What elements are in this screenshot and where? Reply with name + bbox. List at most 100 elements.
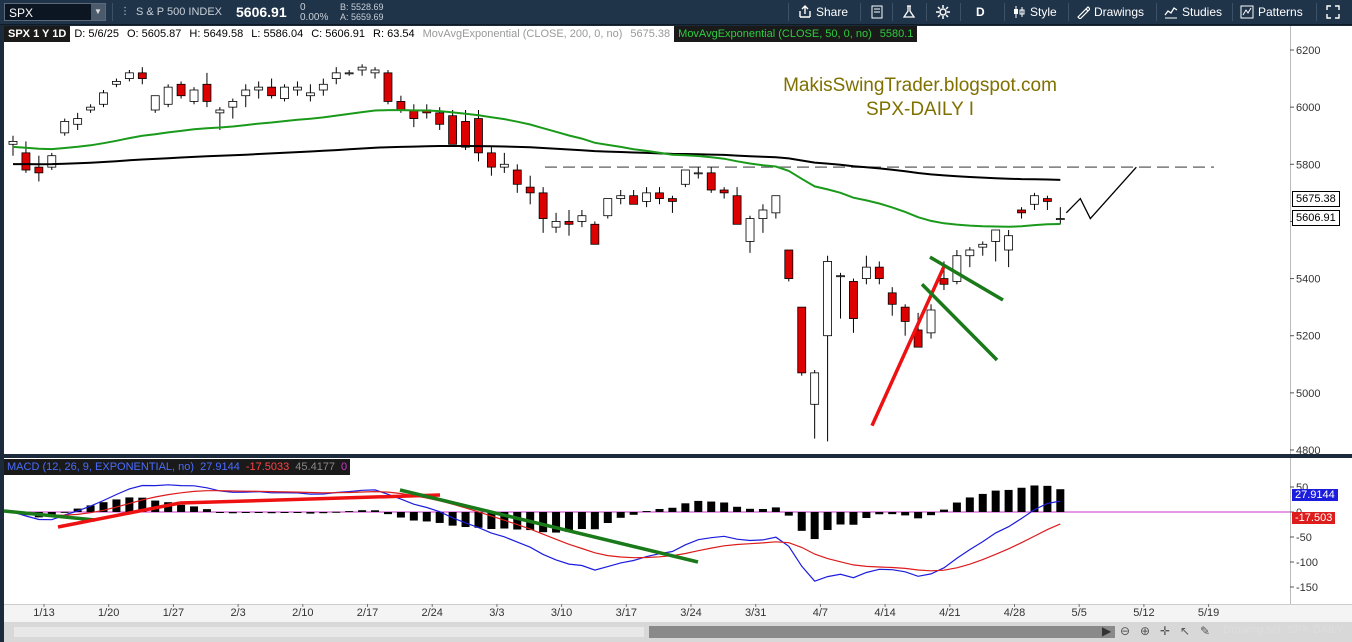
macd-histogram-bar (293, 512, 302, 513)
symbol-input[interactable]: SPX ▼ (4, 3, 106, 21)
time-axis-label: 4/28 (1004, 607, 1025, 619)
candle-body (810, 372, 820, 405)
price-axis[interactable] (1290, 26, 1352, 454)
drawings-button[interactable]: Drawings (1076, 3, 1144, 21)
ma50-label[interactable]: MovAvgExponential (CLOSE, 50, 0, no) (674, 26, 876, 42)
crosshair-icon[interactable]: ✛ (1160, 624, 1171, 638)
ma200-label[interactable]: MovAvgExponential (CLOSE, 200, 0, no) (418, 26, 627, 42)
symbol-dropdown-icon[interactable]: ▼ (91, 4, 105, 20)
menu-dots-icon[interactable]: ⋮ (120, 6, 130, 17)
zoom-in-icon[interactable]: ⊕ (1140, 624, 1151, 638)
price-axis-tick-label: 5200 (1296, 331, 1320, 343)
macd-axis[interactable] (1290, 458, 1352, 604)
share-button[interactable]: Share (798, 3, 848, 21)
time-axis-label: 4/7 (813, 607, 828, 619)
macd-histogram-bar (371, 510, 380, 512)
scroll-right-icon[interactable]: ▶ (1102, 624, 1112, 638)
time-axis[interactable] (4, 604, 1352, 622)
candle-body (396, 101, 406, 111)
candle-body (86, 106, 95, 111)
separator (1316, 3, 1317, 21)
candle-body (474, 118, 483, 154)
macd-histogram-bar (758, 509, 767, 512)
drawings-label: Drawings (1094, 5, 1145, 19)
expand-button[interactable] (1326, 3, 1340, 21)
studies-icon (1164, 7, 1178, 19)
scroll-thumb[interactable] (649, 626, 1115, 638)
candle-body (655, 192, 664, 199)
price-axis-tick-label: 5400 (1296, 274, 1320, 286)
patterns-button[interactable]: Patterns (1240, 3, 1303, 21)
candle-body (448, 115, 458, 145)
timeframe-label: D (976, 5, 985, 19)
macd-histogram-bar (435, 512, 444, 523)
macd-axis-tick-label: -100 (1296, 557, 1318, 569)
macd-value-tag: 27.9144 (1292, 489, 1338, 501)
candle-body (318, 83, 328, 91)
watermark-site: MakisSwingTrader.blogspot.com (783, 75, 1057, 96)
candle-body (939, 278, 949, 285)
macd-histogram-bar (448, 512, 457, 526)
price-info-strip: SPX 1 Y 1D D: 5/6/25 O: 5605.87 H: 5649.… (4, 26, 918, 42)
macd-histogram-bar (642, 511, 651, 513)
separator (1156, 3, 1157, 21)
candle-body (47, 155, 57, 168)
macd-histogram-bar (952, 502, 961, 512)
macd-histogram-bar (849, 512, 858, 525)
macd-histogram-bar (345, 511, 354, 513)
share-icon (799, 5, 811, 18)
settings-button[interactable] (936, 3, 950, 21)
scroll-track[interactable] (14, 627, 644, 637)
macd-histogram-bar (552, 512, 561, 533)
candle-body (603, 198, 613, 217)
macd-histogram-bar (939, 509, 948, 512)
macd-histogram-bar (332, 511, 341, 513)
studies-button[interactable]: Studies (1164, 3, 1222, 21)
macd-histogram-bar (396, 512, 405, 518)
candle-body (228, 101, 238, 108)
timeframe-button[interactable]: D (976, 3, 985, 21)
candle-style-icon (1014, 6, 1025, 18)
candle-body (590, 223, 600, 245)
notes-button[interactable] (870, 3, 884, 21)
candle-body (8, 141, 18, 145)
macd-histogram-bar (487, 512, 496, 529)
zoom-out-icon[interactable]: ⊖ (1120, 624, 1131, 638)
price-chart-pane[interactable] (4, 26, 1290, 454)
last-price: 5606.91 (236, 4, 287, 20)
macd-histogram-bar (125, 497, 134, 512)
time-axis-label: 4/14 (874, 607, 895, 619)
macd-histogram-bar (202, 509, 211, 512)
candle-body (124, 72, 134, 79)
candle-body (112, 81, 121, 85)
trend-green-channel-lower (920, 283, 999, 362)
macd-label[interactable]: MACD (12, 26, 9, EXPONENTIAL, no) (4, 459, 198, 475)
macd-diff: 45.4177 (292, 459, 339, 475)
chart-scrollbar[interactable]: ▶ ⊖ ⊕ ✛ ↖ ✎ (4, 622, 1352, 642)
flask-button[interactable] (902, 3, 916, 21)
macd-histogram-bar (280, 512, 289, 513)
style-button[interactable]: Style (1012, 3, 1057, 21)
macd-histogram-bar (784, 512, 793, 516)
candle-body (629, 195, 639, 205)
time-axis-label: 1/27 (163, 607, 184, 619)
macd-histogram-bar (422, 512, 431, 522)
period-label[interactable]: SPX 1 Y 1D (4, 26, 71, 42)
ma50-value: 5580.1 (875, 26, 918, 42)
ask-price: A: 5659.69 (340, 12, 384, 22)
macd-histogram-bar (616, 512, 625, 518)
ma200-value: 5675.38 (626, 26, 675, 42)
macd-histogram-bar (190, 506, 199, 512)
candle-body (34, 166, 44, 174)
separator (1232, 3, 1233, 21)
separator (892, 3, 893, 21)
time-axis-label: 5/12 (1133, 607, 1154, 619)
macd-chart-pane[interactable] (4, 458, 1290, 604)
candle-body (163, 86, 173, 105)
drawing-mode-icon[interactable]: ✎ (1200, 624, 1211, 638)
macd-histogram-bar (461, 512, 470, 528)
cursor-icon[interactable]: ↖ (1180, 624, 1191, 638)
separator (1004, 3, 1005, 21)
flask-icon (902, 5, 916, 18)
